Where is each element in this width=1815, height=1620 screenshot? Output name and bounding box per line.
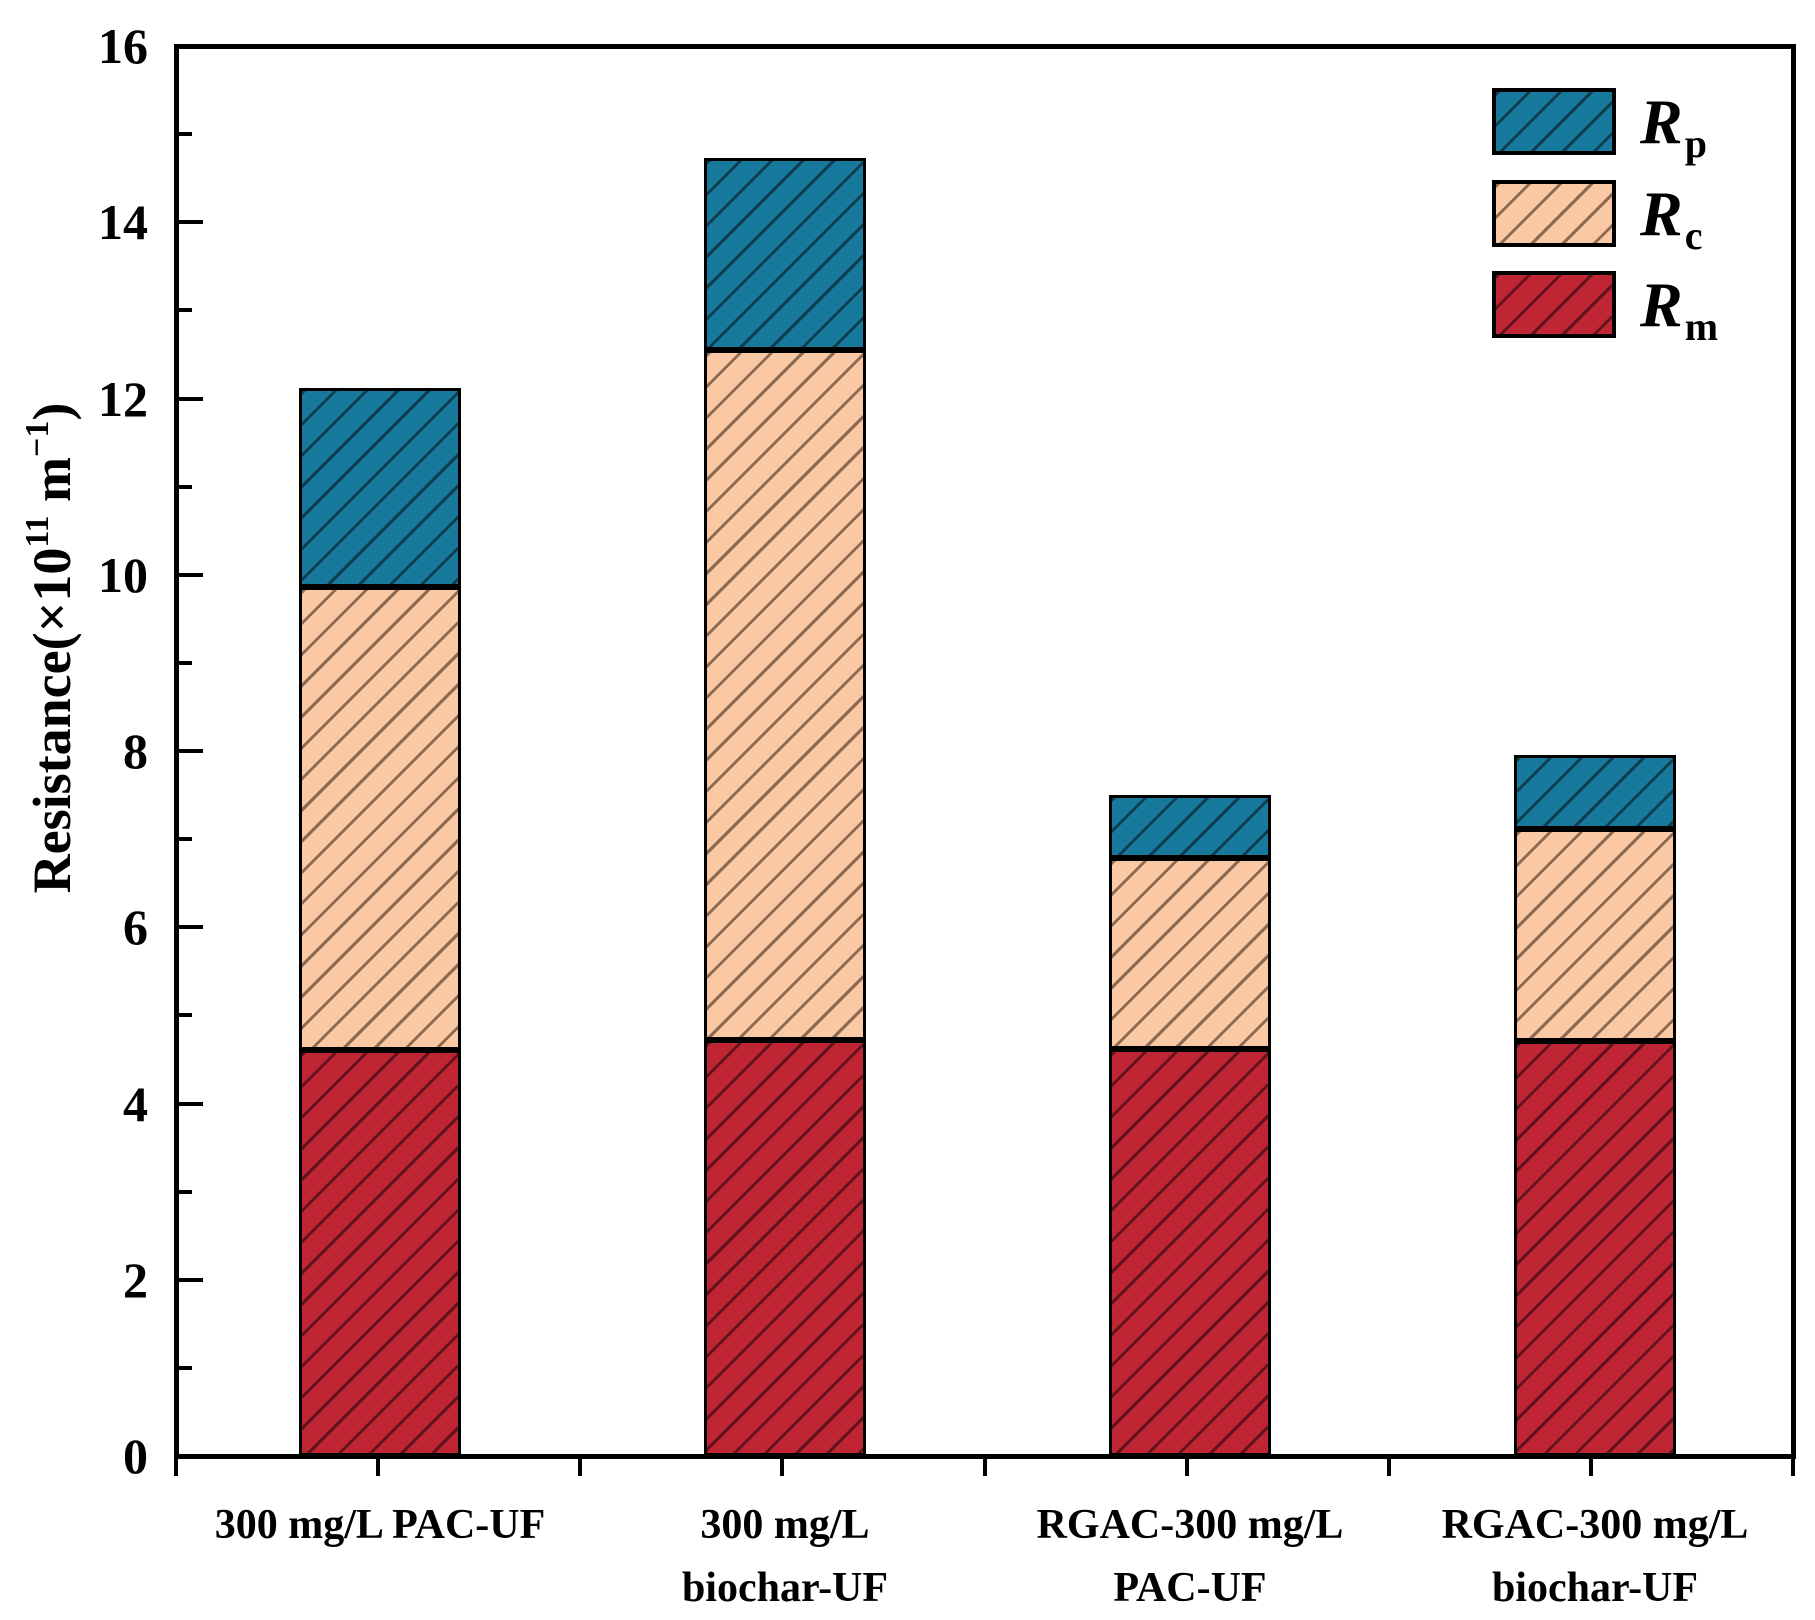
y-axis-minor-tick (178, 1013, 192, 1018)
legend-swatch-rm (1492, 271, 1616, 338)
x-axis-category-label: RGAC-300 mg/L biochar-UF (1441, 1502, 1749, 1611)
bar-segment-rp (1514, 754, 1676, 829)
x-axis-tick (174, 1456, 178, 1476)
legend-label-rp: Rp (1640, 86, 1707, 166)
y-axis-major-tick (178, 925, 203, 930)
y-axis-minor-tick (178, 660, 192, 665)
y-axis-major-tick (178, 1277, 203, 1282)
y-axis-minor-tick (178, 484, 192, 489)
y-axis-tick-label: 14 (98, 194, 148, 251)
y-axis-major-tick (178, 220, 203, 225)
x-axis-category-label: RGAC-300 mg/L PAC-UF (1036, 1502, 1344, 1611)
y-axis-major-tick (178, 396, 203, 401)
y-axis-title-text: m (22, 457, 82, 516)
y-axis-minor-tick (178, 308, 192, 313)
x-axis-tick (982, 1456, 987, 1476)
legend-swatch-rc (1492, 180, 1616, 247)
y-axis-tick-label: 0 (123, 1428, 148, 1484)
x-axis-tick (780, 1456, 785, 1476)
y-axis-major-tick (178, 1101, 203, 1106)
x-axis-tick (578, 1456, 583, 1476)
y-axis-minor-tick (178, 1365, 192, 1370)
y-axis-tick-label: 6 (123, 899, 148, 956)
y-axis-tick-label: 8 (123, 723, 148, 779)
x-axis-tick (1386, 1456, 1391, 1476)
legend-label-rc: Rc (1640, 178, 1703, 258)
x-axis-tick (1791, 1456, 1795, 1476)
plot-frame (174, 44, 1796, 1459)
y-axis-tick-label: 10 (98, 546, 148, 603)
bar-segment-rc (1109, 857, 1271, 1049)
y-axis-tick-label: 16 (98, 18, 148, 74)
y-axis-major-tick (178, 572, 203, 577)
y-axis-minor-tick (178, 1189, 192, 1194)
x-axis-tick (1588, 1456, 1593, 1476)
bar-segment-rc (1514, 828, 1676, 1041)
y-axis-minor-tick (178, 837, 192, 842)
y-axis-minor-tick (178, 132, 192, 137)
bar-segment-rc (299, 587, 461, 1050)
bar-segment-rm (704, 1040, 866, 1456)
bar-segment-rc (704, 350, 866, 1041)
bar-segment-rp (704, 157, 866, 351)
x-axis-category-label: 300 mg/L PAC-UF (214, 1502, 546, 1548)
legend-label-rm: Rm (1640, 269, 1719, 349)
bar-segment-rm (299, 1049, 461, 1456)
y-axis-major-tick (178, 749, 203, 753)
y-axis-title-superscript: −1 (19, 420, 56, 458)
y-axis-tick-label: 2 (123, 1251, 148, 1308)
bar-segment-rp (1109, 795, 1271, 858)
x-axis-tick (1184, 1456, 1189, 1476)
bar-segment-rp (299, 387, 461, 588)
x-axis-category-label: 300 mg/L biochar-UF (681, 1502, 889, 1611)
bar-segment-rm (1109, 1048, 1271, 1456)
bar-segment-rm (1514, 1040, 1676, 1456)
y-axis-title: Resistance(×1011 m−1) (19, 403, 82, 894)
x-axis-tick (376, 1456, 381, 1476)
y-axis-title-superscript: 11 (19, 515, 56, 548)
legend-swatch-rp (1492, 88, 1616, 155)
y-axis-tick-label: 12 (98, 370, 148, 427)
y-axis-tick-label: 4 (123, 1075, 148, 1132)
